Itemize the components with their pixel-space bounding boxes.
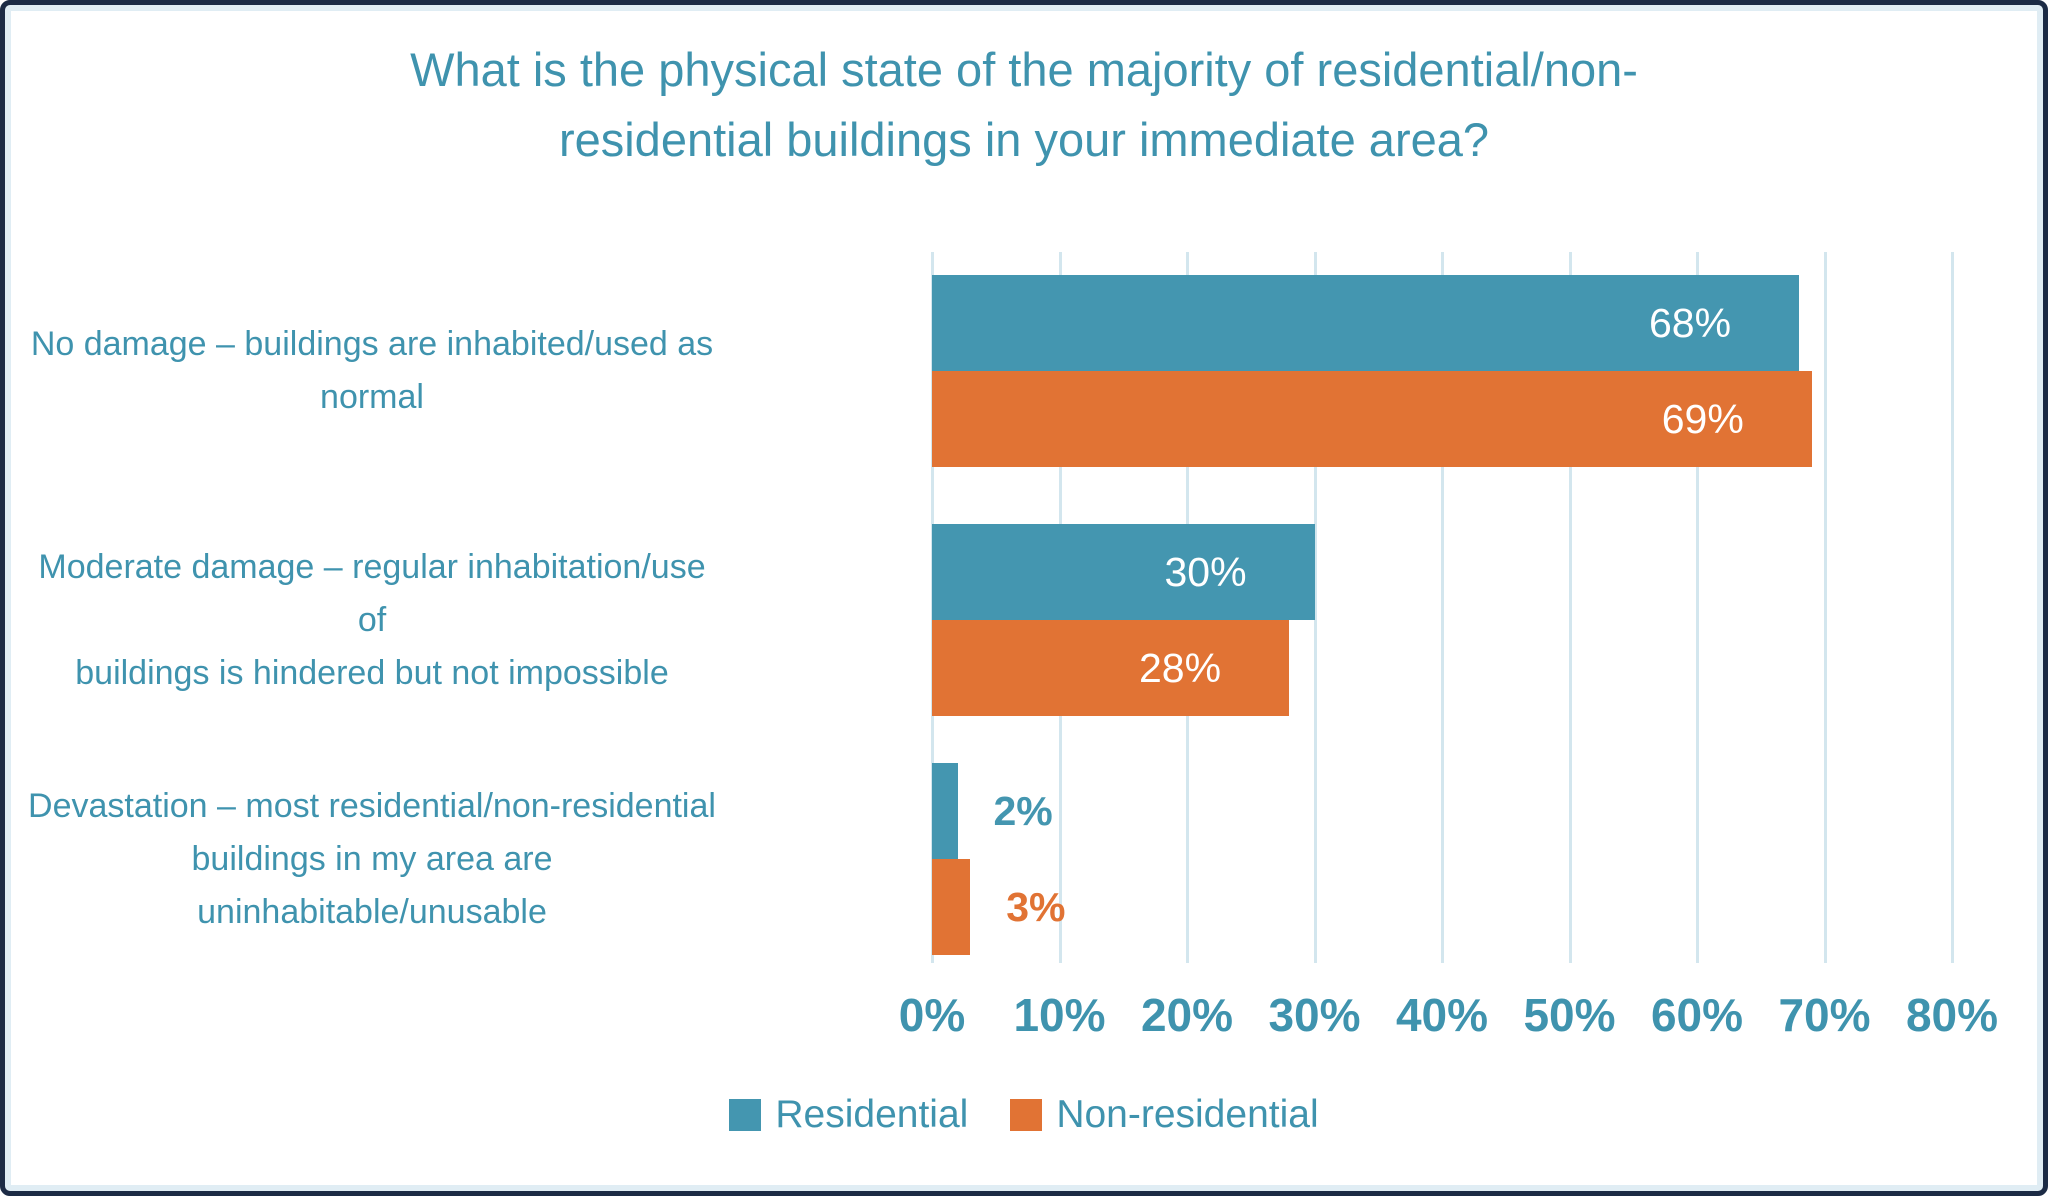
bar-value-label: 3%: [1006, 883, 1066, 930]
bar-residential-group3: [932, 763, 958, 859]
x-tick-60: 60%: [1650, 989, 1744, 1041]
legend-item-non-residential: Non-residential: [1010, 1093, 1319, 1137]
bar-value-label: 69%: [1661, 395, 1744, 442]
category-label-line: buildings is hindered but not impossible: [75, 653, 669, 692]
category-label-group3: Devastation – most residential/non-resid…: [27, 763, 717, 955]
x-tick-10: 10%: [1013, 989, 1106, 1041]
legend-item-residential: Residential: [729, 1093, 968, 1137]
chart-title-line2: residential buildings in your immediate …: [558, 113, 1490, 166]
x-tick-80: 80%: [1905, 989, 1999, 1041]
bar-value-label: 68%: [1649, 299, 1732, 346]
category-label-group2: Moderate damage – regular inhabitation/u…: [27, 524, 717, 716]
chart-title-line1: What is the physical state of the majori…: [410, 43, 1638, 96]
x-tick-40: 40%: [1395, 989, 1489, 1041]
category-label-group1: No damage – buildings are inhabited/used…: [27, 275, 717, 467]
category-label-line: normal: [320, 378, 424, 416]
x-tick-20: 20%: [1140, 989, 1234, 1041]
legend-swatch-residential-icon: [729, 1099, 762, 1131]
legend: Residential Non-residential: [5, 1093, 2043, 1137]
x-tick-70: 70%: [1778, 989, 1871, 1041]
chart-title: What is the physical state of the majori…: [5, 35, 2043, 175]
bar-value-label: 28%: [1139, 644, 1222, 691]
bar-non-residential-group1: [932, 371, 1812, 467]
gridline-80: [1951, 252, 1954, 963]
bar-residential-group1: [932, 275, 1799, 371]
gridline-60: [1696, 252, 1699, 963]
bar-value-label: 2%: [993, 787, 1053, 834]
legend-label-residential: Residential: [775, 1093, 969, 1136]
bar-value-label: 30%: [1164, 548, 1247, 595]
bar-non-residential-group2: [932, 620, 1289, 716]
category-label-line: buildings in my area are uninhabitable/u…: [191, 839, 553, 931]
gridline-40: [1441, 252, 1444, 963]
legend-swatch-non-residential-icon: [1010, 1099, 1043, 1131]
gridline-70: [1823, 252, 1827, 963]
legend-label-non-residential: Non-residential: [1056, 1093, 1319, 1136]
x-tick-0: 0%: [898, 989, 966, 1041]
bar-residential-group2: [932, 524, 1315, 620]
bar-non-residential-group3: [932, 859, 971, 955]
gridline-30: [1313, 252, 1317, 963]
category-label-line: Moderate damage – regular inhabitation/u…: [38, 547, 706, 639]
gridline-50: [1568, 252, 1572, 963]
plot-area: 68% 69% 30% 28% 2% 3%: [931, 252, 1954, 963]
x-tick-50: 50%: [1523, 989, 1616, 1041]
category-label-line: Devastation – most residential/non-resid…: [28, 786, 716, 825]
x-tick-30: 30%: [1268, 989, 1361, 1041]
category-label-line: No damage – buildings are inhabited/used…: [30, 325, 714, 363]
